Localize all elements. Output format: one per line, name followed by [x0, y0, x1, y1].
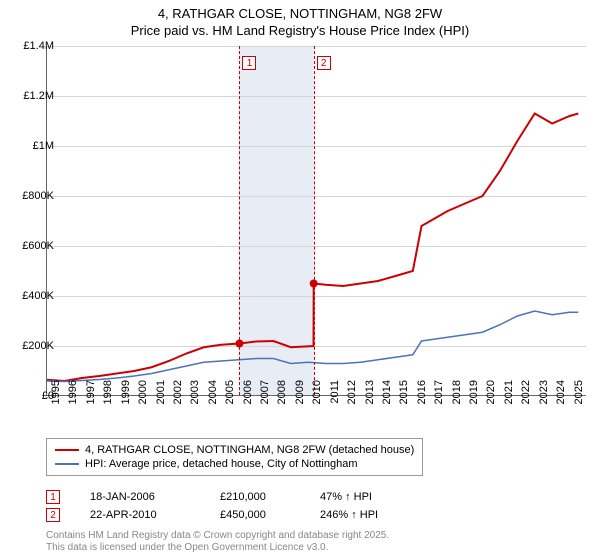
x-tick-label: 1997	[85, 380, 97, 420]
sale-marker: 1	[242, 56, 256, 70]
sale-row-marker: 2	[46, 508, 60, 522]
sale-date: 18-JAN-2006	[90, 491, 190, 503]
y-tick-label: £600K	[14, 240, 54, 252]
x-tick-label: 2009	[294, 380, 306, 420]
footer: Contains HM Land Registry data © Crown c…	[46, 530, 389, 554]
x-tick-label: 2008	[276, 380, 288, 420]
sale-vline	[314, 46, 315, 395]
x-tick-label: 2020	[485, 380, 497, 420]
sale-row: 1 18-JAN-2006 £210,000 47% ↑ HPI	[46, 488, 420, 506]
x-tick-label: 2024	[555, 380, 567, 420]
legend-label: HPI: Average price, detached house, City…	[85, 458, 358, 470]
x-tick-label: 2004	[207, 380, 219, 420]
x-tick-label: 2002	[172, 380, 184, 420]
x-tick-label: 2014	[381, 380, 393, 420]
x-tick-label: 2001	[155, 380, 167, 420]
x-tick-label: 2015	[398, 380, 410, 420]
x-tick-label: 2017	[433, 380, 445, 420]
series-line	[47, 114, 578, 382]
y-tick-label: £0	[14, 390, 54, 402]
x-tick-label: 2013	[364, 380, 376, 420]
chart-title: 4, RATHGAR CLOSE, NOTTINGHAM, NG8 2FW Pr…	[0, 0, 600, 40]
x-tick-label: 1995	[50, 380, 62, 420]
x-tick-label: 2000	[137, 380, 149, 420]
y-tick-label: £1.4M	[14, 40, 54, 52]
x-tick-label: 2006	[242, 380, 254, 420]
chart-container: 4, RATHGAR CLOSE, NOTTINGHAM, NG8 2FW Pr…	[0, 0, 600, 560]
x-tick-label: 2021	[503, 380, 515, 420]
x-tick-label: 1996	[67, 380, 79, 420]
sale-row-marker: 1	[46, 490, 60, 504]
x-tick-label: 2007	[259, 380, 271, 420]
footer-line1: Contains HM Land Registry data © Crown c…	[46, 530, 389, 542]
y-tick-label: £1M	[14, 140, 54, 152]
y-tick-label: £1.2M	[14, 90, 54, 102]
legend: 4, RATHGAR CLOSE, NOTTINGHAM, NG8 2FW (d…	[46, 438, 423, 476]
legend-label: 4, RATHGAR CLOSE, NOTTINGHAM, NG8 2FW (d…	[85, 444, 414, 456]
sale-date: 22-APR-2010	[90, 509, 190, 521]
x-tick-label: 2010	[311, 380, 323, 420]
title-line2: Price paid vs. HM Land Registry's House …	[0, 23, 600, 40]
x-tick-label: 2023	[538, 380, 550, 420]
sale-marker: 2	[317, 56, 331, 70]
legend-item: 4, RATHGAR CLOSE, NOTTINGHAM, NG8 2FW (d…	[55, 443, 414, 457]
sale-price: £210,000	[220, 491, 290, 503]
sale-pct: 47% ↑ HPI	[320, 491, 420, 503]
chart-svg	[47, 46, 586, 395]
sale-row: 2 22-APR-2010 £450,000 246% ↑ HPI	[46, 506, 420, 524]
sale-pct: 246% ↑ HPI	[320, 509, 420, 521]
x-tick-label: 2011	[329, 380, 341, 420]
y-tick-label: £400K	[14, 290, 54, 302]
legend-item: HPI: Average price, detached house, City…	[55, 457, 414, 471]
x-tick-label: 2025	[573, 380, 585, 420]
sale-price: £450,000	[220, 509, 290, 521]
x-tick-label: 1999	[120, 380, 132, 420]
sales-table: 1 18-JAN-2006 £210,000 47% ↑ HPI 2 22-APR-201…	[46, 488, 420, 524]
x-tick-label: 2005	[224, 380, 236, 420]
x-tick-label: 2018	[451, 380, 463, 420]
y-tick-label: £200K	[14, 340, 54, 352]
sale-vline	[239, 46, 240, 395]
y-tick-label: £800K	[14, 190, 54, 202]
x-tick-label: 2003	[189, 380, 201, 420]
plot-area: 12	[46, 46, 586, 396]
x-tick-label: 2016	[416, 380, 428, 420]
legend-swatch	[55, 463, 79, 465]
legend-swatch	[55, 449, 79, 451]
x-tick-label: 1998	[102, 380, 114, 420]
x-tick-label: 2019	[468, 380, 480, 420]
x-tick-label: 2012	[346, 380, 358, 420]
title-line1: 4, RATHGAR CLOSE, NOTTINGHAM, NG8 2FW	[0, 6, 600, 23]
footer-line2: This data is licensed under the Open Gov…	[46, 542, 389, 554]
x-tick-label: 2022	[520, 380, 532, 420]
